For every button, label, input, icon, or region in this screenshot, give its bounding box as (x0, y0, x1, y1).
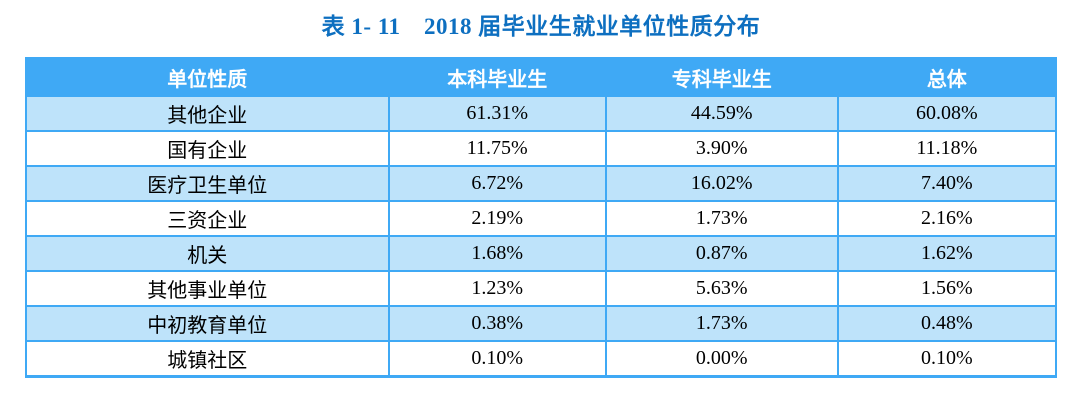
cell-category: 机关 (25, 235, 390, 272)
table-row: 三资企业 2.19% 1.73% 2.16% (25, 200, 1058, 237)
cell-overall: 1.56% (836, 270, 1058, 307)
cell-category: 其他事业单位 (25, 270, 390, 307)
cell-category: 中初教育单位 (25, 305, 390, 342)
cell-overall: 11.18% (836, 130, 1058, 167)
cell-undergraduate: 11.75% (387, 130, 607, 167)
table-row: 机关 1.68% 0.87% 1.62% (25, 235, 1058, 272)
table-row: 中初教育单位 0.38% 1.73% 0.48% (25, 305, 1058, 342)
cell-undergraduate: 2.19% (387, 200, 607, 237)
cell-vocational: 0.87% (604, 235, 839, 272)
cell-category: 国有企业 (25, 130, 390, 167)
table-row: 国有企业 11.75% 3.90% 11.18% (25, 130, 1058, 167)
header-undergraduate: 本科毕业生 (387, 57, 607, 97)
cell-category: 城镇社区 (25, 340, 390, 378)
document-page: 表 1- 11 2018 届毕业生就业单位性质分布 单位性质 本科毕业生 专科毕… (25, 14, 1058, 378)
table-row: 城镇社区 0.10% 0.00% 0.10% (25, 340, 1058, 378)
cell-vocational: 16.02% (604, 165, 839, 202)
cell-category: 医疗卫生单位 (25, 165, 390, 202)
cell-undergraduate: 0.38% (387, 305, 607, 342)
table-row: 医疗卫生单位 6.72% 16.02% 7.40% (25, 165, 1058, 202)
table-title: 表 1- 11 2018 届毕业生就业单位性质分布 (321, 14, 761, 39)
cell-overall: 0.10% (836, 340, 1058, 378)
table-header-row: 单位性质 本科毕业生 专科毕业生 总体 (25, 57, 1058, 97)
cell-undergraduate: 1.23% (387, 270, 607, 307)
cell-vocational: 44.59% (604, 95, 839, 132)
table-row: 其他事业单位 1.23% 5.63% 1.56% (25, 270, 1058, 307)
header-vocational: 专科毕业生 (604, 57, 839, 97)
cell-vocational: 3.90% (604, 130, 839, 167)
cell-overall: 7.40% (836, 165, 1058, 202)
employment-unit-distribution-table: 单位性质 本科毕业生 专科毕业生 总体 其他企业 61.31% 44.59% 6… (25, 57, 1058, 378)
cell-vocational: 0.00% (604, 340, 839, 378)
cell-undergraduate: 6.72% (387, 165, 607, 202)
cell-vocational: 1.73% (604, 200, 839, 237)
cell-overall: 0.48% (836, 305, 1058, 342)
cell-vocational: 1.73% (604, 305, 839, 342)
cell-undergraduate: 1.68% (387, 235, 607, 272)
table-row: 其他企业 61.31% 44.59% 60.08% (25, 95, 1058, 132)
cell-undergraduate: 61.31% (387, 95, 607, 132)
header-unit-nature: 单位性质 (25, 57, 390, 97)
cell-category: 三资企业 (25, 200, 390, 237)
header-overall: 总体 (836, 57, 1058, 97)
cell-overall: 2.16% (836, 200, 1058, 237)
cell-overall: 1.62% (836, 235, 1058, 272)
cell-overall: 60.08% (836, 95, 1058, 132)
cell-vocational: 5.63% (604, 270, 839, 307)
cell-undergraduate: 0.10% (387, 340, 607, 378)
cell-category: 其他企业 (25, 95, 390, 132)
